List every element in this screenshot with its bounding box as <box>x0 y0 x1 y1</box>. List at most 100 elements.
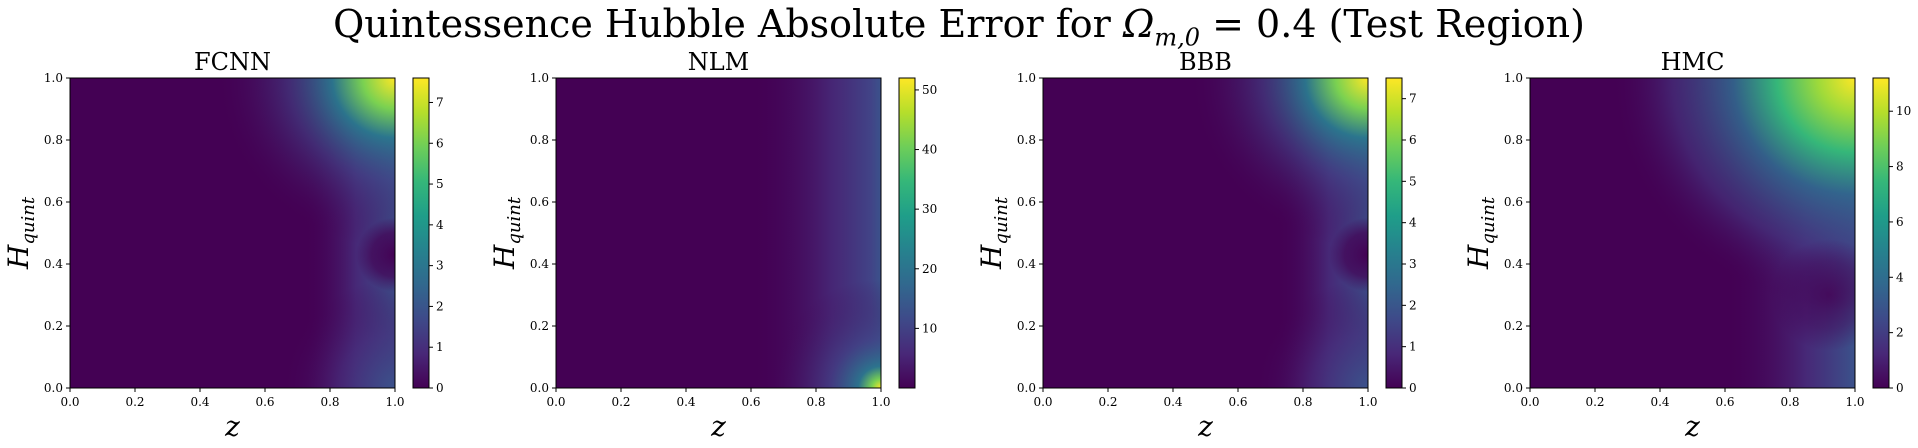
colorbar-tick-label: 40 <box>922 143 937 157</box>
x-tick-label: 0.0 <box>546 395 565 409</box>
colorbar-tick-label: 3 <box>436 259 444 273</box>
x-axis-label: z <box>1684 410 1700 443</box>
y-tick-label: 0.4 <box>44 257 63 271</box>
y-tick-label: 0.4 <box>1504 257 1523 271</box>
x-tick-label: 0.4 <box>190 395 209 409</box>
x-axis-label: z <box>1197 410 1213 443</box>
plot-frame <box>555 77 882 389</box>
y-tick-label: 0.4 <box>530 257 549 271</box>
title-subscript: m,0 <box>1154 23 1201 52</box>
x-tick-label: 0.0 <box>1520 395 1539 409</box>
colorbar <box>412 77 430 389</box>
x-tick-label: 0.6 <box>741 395 760 409</box>
colorbar-tick-label: 1 <box>1409 340 1417 354</box>
heatmap-valley <box>1043 78 1368 388</box>
colorbar-tick-label: 6 <box>1409 133 1417 147</box>
y-tick-label: 0.8 <box>44 133 63 147</box>
y-tick-label: 0.8 <box>1017 133 1036 147</box>
x-tick-label: 0.2 <box>611 395 630 409</box>
panel-title: NLM <box>688 48 750 76</box>
y-tick-label: 0.6 <box>1504 195 1523 209</box>
colorbar-tick-label: 2 <box>1896 326 1904 340</box>
y-axis-label: Hquint <box>2 196 39 270</box>
y-tick-label: 0.2 <box>1504 319 1523 333</box>
title-prefix: Quintessence Hubble Absolute Error for <box>333 2 1123 46</box>
y-tick-label: 0.2 <box>1017 319 1036 333</box>
x-tick-label: 0.8 <box>1780 395 1799 409</box>
y-tick-label: 0.0 <box>530 381 549 395</box>
x-tick-label: 0.4 <box>676 395 695 409</box>
x-tick-label: 0.2 <box>1585 395 1604 409</box>
x-tick-label: 0.0 <box>1033 395 1052 409</box>
y-tick-label: 0.2 <box>44 319 63 333</box>
colorbar <box>1385 77 1403 389</box>
colorbar-tick-label: 30 <box>922 202 937 216</box>
colorbar-tick-label: 0 <box>1409 381 1417 395</box>
x-tick-label: 1.0 <box>385 395 404 409</box>
y-tick-label: 0.0 <box>1504 381 1523 395</box>
colorbar-tick-label: 2 <box>436 299 444 313</box>
heatmap-hotspot-bottom <box>556 78 881 388</box>
y-tick-label: 0.8 <box>1504 133 1523 147</box>
y-tick-label: 1.0 <box>1504 71 1523 85</box>
plot-frame <box>69 77 396 389</box>
y-axis-label: Hquint <box>488 196 525 270</box>
plot-frame <box>1042 77 1369 389</box>
title-value: = 0.4 <box>1200 2 1317 46</box>
colorbar <box>898 77 916 389</box>
colorbar-tick-label: 1 <box>436 340 444 354</box>
figure-title: Quintessence Hubble Absolute Error for Ω… <box>0 2 1918 52</box>
colorbar <box>1872 77 1890 389</box>
y-tick-label: 0.6 <box>530 195 549 209</box>
title-symbol: Ω <box>1122 2 1155 46</box>
panel-title: FCNN <box>194 48 271 76</box>
colorbar-tick-label: 0 <box>1896 381 1904 395</box>
y-tick-label: 0.6 <box>44 195 63 209</box>
x-tick-label: 0.8 <box>1293 395 1312 409</box>
colorbar-tick-label: 2 <box>1409 298 1417 312</box>
colorbar-tick-label: 10 <box>922 321 937 335</box>
colorbar-tick-label: 7 <box>1409 92 1417 106</box>
heatmap-valley <box>70 78 395 388</box>
y-axis-label: Hquint <box>975 196 1012 270</box>
x-tick-label: 1.0 <box>1358 395 1377 409</box>
x-tick-label: 0.4 <box>1650 395 1669 409</box>
colorbar-tick-label: 50 <box>922 83 937 97</box>
x-axis-label: z <box>710 410 726 443</box>
y-tick-label: 1.0 <box>44 71 63 85</box>
x-tick-label: 0.6 <box>255 395 274 409</box>
colorbar-tick-label: 0 <box>436 381 444 395</box>
x-axis-label: z <box>224 410 240 443</box>
y-axis-label: Hquint <box>1462 196 1499 270</box>
heatmap-valley <box>1530 78 1855 388</box>
colorbar-tick-label: 8 <box>1896 160 1904 174</box>
y-tick-label: 0.8 <box>530 133 549 147</box>
x-tick-label: 0.8 <box>320 395 339 409</box>
x-tick-label: 1.0 <box>1845 395 1864 409</box>
panel-title: HMC <box>1661 48 1725 76</box>
colorbar-tick-label: 5 <box>436 177 444 191</box>
colorbar-tick-label: 5 <box>1409 174 1417 188</box>
colorbar-tick-label: 20 <box>922 262 937 276</box>
plot-frame <box>1529 77 1856 389</box>
y-tick-label: 0.6 <box>1017 195 1036 209</box>
y-tick-label: 0.0 <box>44 381 63 395</box>
colorbar-tick-label: 6 <box>1896 215 1904 229</box>
x-tick-label: 0.2 <box>1098 395 1117 409</box>
y-tick-label: 0.2 <box>530 319 549 333</box>
colorbar-tick-label: 4 <box>1896 270 1904 284</box>
x-tick-label: 1.0 <box>871 395 890 409</box>
heatmap-panel-nlm: NLM 0.0 0.2 0.4 0.6 0.8 1.0 0.0 0.2 0.4 0.6 0.8 1.0 z… <box>488 48 937 443</box>
y-tick-label: 0.4 <box>1017 257 1036 271</box>
heatmap-panel-bbb: BBB 0.0 0.2 0.4 0.6 0.8 1.0 0.0 0.2 0.4 0.6 0.8 1.0 z… <box>975 48 1417 443</box>
x-tick-label: 0.6 <box>1715 395 1734 409</box>
y-tick-label: 1.0 <box>1017 71 1036 85</box>
heatmap-panel-hmc: HMC 0.0 0.2 0.4 0.6 0.8 1.0 0.0 0.2 0.4 0.6 0.8 1.0 z… <box>1462 48 1911 443</box>
heatmap-panel-fcnn: FCNN 0.0 0.2 0.4 0.6 0.8 1.0 0.0 0.2 0.4 0.6 0.8 1.0… <box>2 48 444 443</box>
panel-title: BBB <box>1179 48 1232 76</box>
x-tick-label: 0.6 <box>1228 395 1247 409</box>
colorbar-tick-label: 3 <box>1409 257 1417 271</box>
colorbar-tick-label: 10 <box>1896 104 1911 118</box>
x-tick-label: 0.2 <box>125 395 144 409</box>
